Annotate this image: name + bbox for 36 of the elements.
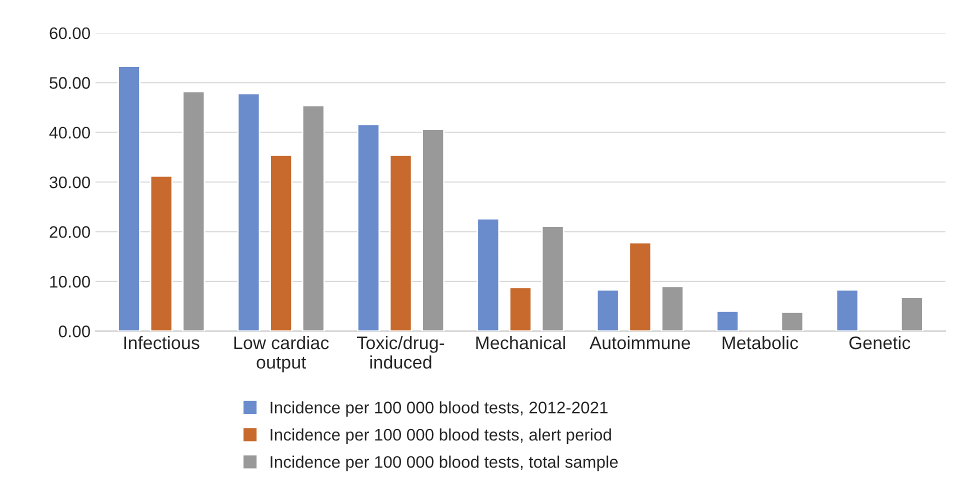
bar xyxy=(541,226,564,332)
x-tick-label: Mechanical xyxy=(476,336,565,350)
bar xyxy=(389,154,412,332)
bar xyxy=(596,289,620,332)
y-tick-label: 0.00 xyxy=(58,326,90,338)
y-tick-label: 40.00 xyxy=(49,126,90,139)
bar xyxy=(356,124,380,332)
y-tick-label: 30.00 xyxy=(50,176,90,188)
bar xyxy=(302,104,325,332)
bar xyxy=(118,66,140,332)
bar xyxy=(628,242,652,332)
bar xyxy=(422,128,445,332)
bar xyxy=(780,312,804,332)
x-tick-label: Metabolic xyxy=(722,336,798,350)
x-tick-label: Infectious xyxy=(124,336,200,350)
legend-label: Incidence per 100 000 blood tests, total sample xyxy=(270,456,618,472)
bar xyxy=(836,289,859,332)
bar xyxy=(150,175,173,332)
bar xyxy=(270,154,293,332)
y-tick-label: 10.00 xyxy=(50,276,90,288)
y-tick-label: 50.00 xyxy=(50,77,90,89)
bar xyxy=(476,218,500,332)
x-tick-label: Low cardiac output xyxy=(234,336,329,372)
y-tick-label: 20.00 xyxy=(50,226,90,238)
x-tick-label: Genetic xyxy=(849,336,910,350)
x-tick-label: Autoimmune xyxy=(590,336,690,350)
x-tick-label: Toxic/drug- induced xyxy=(357,336,444,369)
bar xyxy=(182,90,206,332)
bar xyxy=(716,310,740,332)
bar xyxy=(900,296,924,332)
bar xyxy=(237,92,260,332)
bar xyxy=(661,286,684,332)
y-tick-label: 60.00 xyxy=(50,27,90,40)
legend-label: Incidence per 100 000 blood tests, 2012-2021 xyxy=(270,401,608,417)
bar xyxy=(509,286,532,332)
legend-label: Incidence per 100 000 blood tests, alert period xyxy=(270,428,611,444)
